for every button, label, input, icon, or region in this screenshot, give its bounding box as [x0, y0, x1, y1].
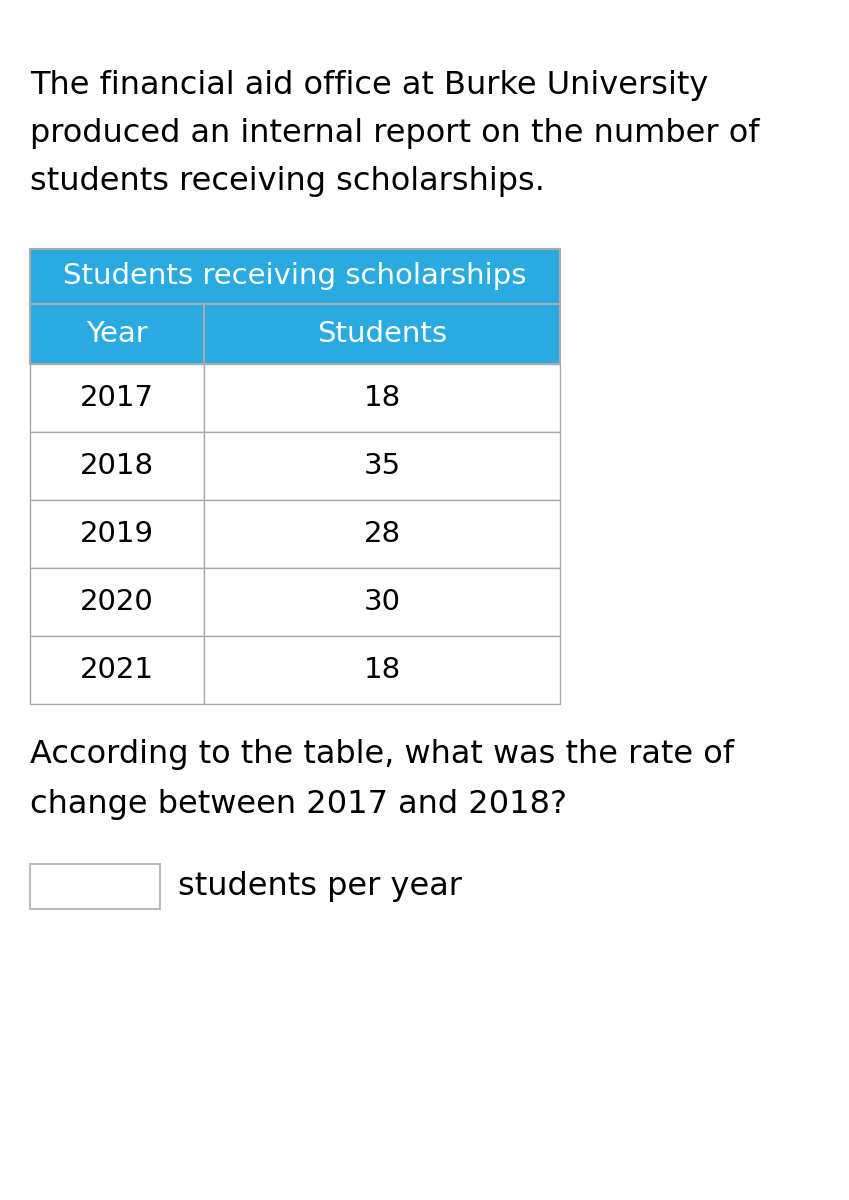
- Bar: [204, 304, 560, 364]
- Text: 35: 35: [363, 452, 401, 480]
- Bar: [30, 636, 204, 704]
- Text: Year: Year: [86, 320, 148, 348]
- Text: 2018: 2018: [80, 452, 154, 480]
- Text: According to the table, what was the rate of: According to the table, what was the rat…: [30, 739, 734, 770]
- Bar: [30, 568, 204, 636]
- Bar: [30, 304, 204, 364]
- Text: 2019: 2019: [80, 520, 154, 548]
- Text: change between 2017 and 2018?: change between 2017 and 2018?: [30, 790, 567, 820]
- Bar: [30, 248, 560, 304]
- Bar: [30, 500, 204, 568]
- Bar: [204, 568, 560, 636]
- Text: 2017: 2017: [80, 384, 154, 412]
- Bar: [204, 636, 560, 704]
- Bar: [30, 364, 204, 432]
- Text: 18: 18: [363, 656, 401, 684]
- Bar: [30, 864, 160, 910]
- Text: produced an internal report on the number of: produced an internal report on the numbe…: [30, 118, 760, 149]
- Text: Students receiving scholarships: Students receiving scholarships: [63, 263, 526, 290]
- Bar: [204, 364, 560, 432]
- Text: 2021: 2021: [80, 656, 154, 684]
- Bar: [30, 432, 204, 500]
- Text: 28: 28: [363, 520, 401, 548]
- Text: The financial aid office at Burke University: The financial aid office at Burke Univer…: [30, 70, 708, 101]
- Bar: [204, 500, 560, 568]
- Bar: [204, 432, 560, 500]
- Text: students receiving scholarships.: students receiving scholarships.: [30, 166, 545, 197]
- Text: students per year: students per year: [178, 871, 462, 902]
- Text: 18: 18: [363, 384, 401, 412]
- Text: Students: Students: [317, 320, 447, 348]
- Text: 2020: 2020: [80, 588, 154, 616]
- Text: 30: 30: [363, 588, 401, 616]
